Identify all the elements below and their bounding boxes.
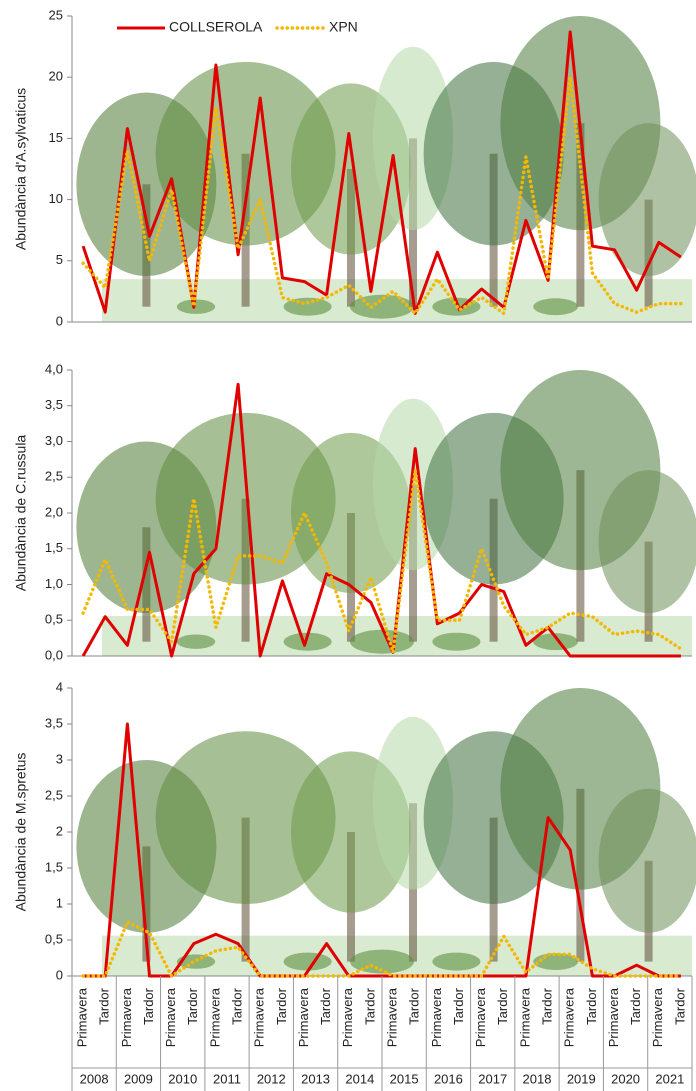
legend-label: XPN	[329, 19, 358, 35]
tree-crown	[155, 61, 336, 246]
x-tick-label: Tardor	[584, 987, 599, 1025]
series-line	[81, 920, 683, 978]
x-group-label: 2016	[434, 1071, 463, 1086]
y-tick-label: 5	[56, 252, 63, 267]
series-line	[81, 75, 683, 316]
series-line	[81, 382, 681, 658]
y-tick-label: 2,0	[45, 504, 63, 519]
y-tick-label: 0	[56, 967, 63, 982]
x-tick-label: Tardor	[672, 987, 687, 1025]
x-tick-label: Primavera	[606, 987, 621, 1047]
x-group-label: 2015	[390, 1071, 419, 1086]
y-tick-label: 1,0	[45, 576, 63, 591]
x-group-label: 2018	[523, 1071, 552, 1086]
y-tick-label: 1,5	[45, 540, 63, 555]
x-tick-label: Primavera	[163, 987, 178, 1047]
x-tick-label: Primavera	[119, 987, 134, 1047]
y-tick-label: 3,0	[45, 433, 63, 448]
x-group-label: 2012	[257, 1071, 286, 1086]
bush	[533, 298, 578, 316]
y-tick-label: 1,5	[45, 859, 63, 874]
bush	[176, 299, 216, 314]
y-axis-label: Abundància de M.spretus	[13, 753, 29, 912]
x-tick-label: Tardor	[230, 987, 245, 1025]
y-tick-label: 3	[56, 751, 63, 766]
bush	[176, 954, 216, 969]
x-group-label: 2013	[301, 1071, 330, 1086]
x-tick-label: Tardor	[274, 987, 289, 1025]
y-tick-label: 4,0	[45, 361, 63, 376]
x-group-label: 2009	[124, 1071, 153, 1086]
x-group-label: 2020	[611, 1071, 640, 1086]
bush	[432, 952, 481, 971]
x-tick-label: Tardor	[495, 987, 510, 1025]
tree-crown	[598, 470, 696, 614]
y-tick-label: 15	[49, 130, 63, 145]
y-tick-label: 20	[49, 69, 63, 84]
tree-crown	[598, 788, 696, 933]
x-tick-label: Primavera	[385, 987, 400, 1047]
bush	[432, 632, 481, 651]
y-tick-label: 10	[49, 191, 63, 206]
x-group-label: 2017	[478, 1071, 507, 1086]
x-group-label: 2019	[567, 1071, 596, 1086]
y-tick-label: 3,5	[45, 715, 63, 730]
x-tick-label: Primavera	[650, 987, 665, 1047]
x-group-label: 2014	[345, 1071, 374, 1086]
y-tick-label: 2,5	[45, 787, 63, 802]
bush	[533, 633, 578, 651]
y-axis-label: Abundància d'A.sylvaticus	[13, 88, 29, 250]
x-tick-label: Primavera	[340, 987, 355, 1047]
x-group-label: 2011	[213, 1071, 241, 1086]
x-tick-label: Primavera	[296, 987, 311, 1047]
x-tick-label: Tardor	[97, 987, 112, 1025]
bush	[350, 294, 414, 319]
x-tick-label: Primavera	[252, 987, 267, 1047]
series-line	[81, 468, 683, 655]
tree-crown	[155, 731, 336, 904]
x-tick-label: Tardor	[362, 987, 377, 1025]
bush	[283, 952, 332, 971]
legend-label: COLLSEROLA	[169, 19, 263, 35]
x-group-label: 2010	[168, 1071, 197, 1086]
y-axis-label: Abundància de C.russula	[13, 435, 29, 592]
bush	[283, 297, 332, 316]
x-tick-label: Tardor	[141, 987, 156, 1025]
x-tick-label: Primavera	[75, 987, 90, 1047]
x-tick-label: Primavera	[562, 987, 577, 1047]
x-tick-label: Primavera	[429, 987, 444, 1047]
x-tick-label: Tardor	[318, 987, 333, 1025]
y-tick-label: 0	[56, 313, 63, 328]
x-tick-label: Primavera	[473, 987, 488, 1047]
x-tick-label: Tardor	[185, 987, 200, 1025]
x-tick-label: Tardor	[407, 987, 422, 1025]
x-group-label: 2008	[80, 1071, 109, 1086]
bush	[283, 632, 332, 651]
bush	[350, 629, 414, 654]
y-tick-label: 1	[56, 895, 63, 910]
y-tick-label: 2	[56, 823, 63, 838]
x-tick-label: Primavera	[207, 987, 222, 1047]
y-tick-label: 2,5	[45, 469, 63, 484]
tree-crown	[598, 123, 696, 277]
x-tick-label: Primavera	[517, 987, 532, 1047]
x-group-label: 2021	[655, 1071, 684, 1086]
x-tick-label: Tardor	[628, 987, 643, 1025]
bush	[176, 634, 216, 649]
y-tick-label: 3,5	[45, 397, 63, 412]
y-tick-label: 25	[49, 7, 63, 22]
x-tick-label: Tardor	[451, 987, 466, 1025]
y-tick-label: 0,5	[45, 931, 63, 946]
x-tick-label: Tardor	[540, 987, 555, 1025]
y-tick-label: 0,5	[45, 612, 63, 627]
y-tick-label: 0,0	[45, 647, 63, 662]
y-tick-label: 4	[56, 679, 63, 694]
